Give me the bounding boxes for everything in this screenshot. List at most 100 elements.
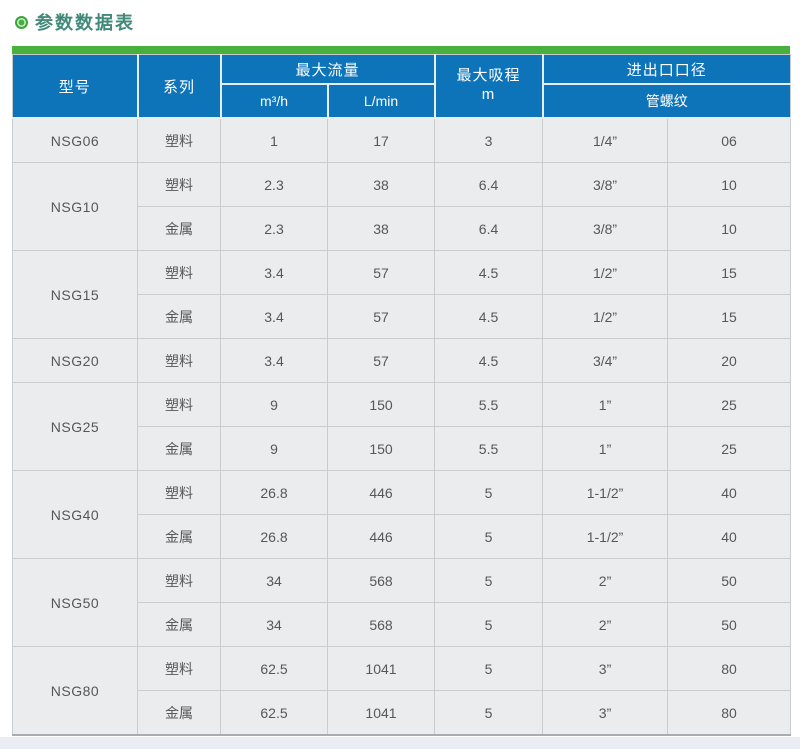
- flow-lmin-cell: 57: [326, 338, 436, 383]
- model-cell: NSG40: [12, 470, 138, 559]
- suction-cell: 6.4: [434, 206, 544, 251]
- flow-m3h-cell: 9: [220, 426, 328, 471]
- header-max-suction-unit: m: [481, 86, 496, 103]
- table-row: NSG10 塑料 2.3 38 6.4 3/8” 10: [12, 162, 792, 251]
- page-title: 参数数据表: [35, 13, 135, 33]
- flow-m3h-cell: 26.8: [220, 514, 328, 559]
- model-cell: NSG06: [12, 117, 138, 163]
- header-row-2: m³/h L/min 管螺纹: [13, 83, 791, 119]
- size-cell: 80: [667, 690, 792, 736]
- suction-cell: 5: [434, 690, 544, 736]
- suction-cell: 5.5: [434, 382, 544, 427]
- table-row: NSG15 塑料 3.4 57 4.5 1/2” 15: [12, 250, 792, 339]
- parameters-table-container: 型号 系列 最大流量 最大吸程 m 进出口口径 m³/h L/min 管螺纹 N…: [12, 46, 792, 736]
- thread-cell: 3/8”: [542, 162, 669, 207]
- thread-cell: 3”: [542, 690, 669, 736]
- header-row-1: 型号 系列 最大流量 最大吸程 m 进出口口径: [12, 54, 791, 119]
- flow-lmin-cell: 150: [326, 382, 436, 427]
- series-cell: 金属: [137, 602, 221, 647]
- flow-lmin-cell: 446: [326, 514, 436, 559]
- suction-cell: 5: [434, 646, 544, 691]
- flow-m3h-cell: 34: [220, 602, 328, 647]
- suction-cell: 5: [434, 514, 544, 559]
- header-max-flow: 最大流量: [219, 54, 436, 85]
- bottom-divider-strip: [0, 737, 800, 749]
- header-port-diameter: 进出口口径: [541, 54, 791, 85]
- table-row: NSG80 塑料 62.5 1041 5 3” 80: [12, 646, 792, 736]
- header-unit-lmin: L/min: [326, 83, 436, 119]
- table-row: NSG06 塑料 1 17 3 1/4” 06: [12, 117, 792, 163]
- suction-cell: 5.5: [434, 426, 544, 471]
- table-top-accent-bar: [12, 46, 790, 54]
- table-row: 金属 62.5 1041 5 3” 80: [13, 690, 792, 736]
- flow-lmin-cell: 57: [326, 250, 436, 295]
- table-row: NSG40 塑料 26.8 446 5 1-1/2” 40: [12, 470, 792, 559]
- suction-cell: 5: [434, 558, 544, 603]
- flow-m3h-cell: 2.3: [220, 206, 328, 251]
- flow-m3h-cell: 3.4: [220, 294, 328, 339]
- flow-m3h-cell: 1: [220, 117, 328, 163]
- thread-cell: 1/2”: [542, 294, 669, 339]
- flow-m3h-cell: 9: [220, 382, 328, 427]
- series-cell: 塑料: [137, 646, 221, 691]
- series-cell: 塑料: [137, 117, 221, 163]
- size-cell: 40: [667, 514, 792, 559]
- parameters-table: 型号 系列 最大流量 最大吸程 m 进出口口径 m³/h L/min 管螺纹 N…: [12, 54, 792, 736]
- flow-lmin-cell: 446: [326, 470, 436, 515]
- size-cell: 10: [667, 206, 792, 251]
- suction-cell: 4.5: [434, 250, 544, 295]
- header-max-suction: 最大吸程 m: [433, 54, 544, 119]
- series-cell: 金属: [137, 294, 221, 339]
- flow-lmin-cell: 57: [326, 294, 436, 339]
- model-cell: NSG25: [12, 382, 138, 471]
- series-cell: 塑料: [137, 250, 221, 295]
- table-body: NSG06 塑料 1 17 3 1/4” 06 NSG10 塑料 2.3 38 …: [12, 117, 792, 736]
- series-cell: 塑料: [137, 382, 221, 427]
- suction-cell: 4.5: [434, 338, 544, 383]
- table-row: 金属 26.8 446 5 1-1/2” 40: [13, 514, 792, 559]
- series-cell: 金属: [137, 514, 221, 559]
- thread-cell: 3/4”: [542, 338, 669, 383]
- flow-m3h-cell: 2.3: [220, 162, 328, 207]
- table-header: 型号 系列 最大流量 最大吸程 m 进出口口径 m³/h L/min 管螺纹: [12, 54, 791, 119]
- section-title-row: 参数数据表: [0, 0, 800, 44]
- flow-m3h-cell: 3.4: [220, 250, 328, 295]
- suction-cell: 6.4: [434, 162, 544, 207]
- size-cell: 40: [667, 470, 792, 515]
- flow-m3h-cell: 62.5: [220, 690, 328, 736]
- suction-cell: 4.5: [434, 294, 544, 339]
- series-cell: 金属: [137, 426, 221, 471]
- model-cell: NSG15: [12, 250, 138, 339]
- bullet-icon: [15, 15, 28, 29]
- table-row: NSG25 塑料 9 150 5.5 1” 25: [12, 382, 792, 471]
- header-model: 型号: [12, 54, 139, 119]
- table-row: NSG50 塑料 34 568 5 2” 50: [12, 558, 792, 647]
- size-cell: 25: [667, 382, 792, 427]
- thread-cell: 2”: [542, 602, 669, 647]
- table-row: 金属 3.4 57 4.5 1/2” 15: [13, 294, 792, 339]
- size-cell: 80: [667, 646, 792, 691]
- thread-cell: 1”: [542, 426, 669, 471]
- suction-cell: 3: [434, 117, 544, 163]
- series-cell: 塑料: [137, 470, 221, 515]
- thread-cell: 2”: [542, 558, 669, 603]
- table-row: 金属 2.3 38 6.4 3/8” 10: [13, 206, 792, 251]
- model-cell: NSG80: [12, 646, 138, 736]
- series-cell: 金属: [137, 690, 221, 736]
- model-cell: NSG10: [12, 162, 138, 251]
- thread-cell: 3”: [542, 646, 669, 691]
- model-cell: NSG20: [12, 338, 138, 383]
- model-cell: NSG50: [12, 558, 138, 647]
- flow-lmin-cell: 1041: [326, 690, 436, 736]
- thread-cell: 1-1/2”: [542, 470, 669, 515]
- thread-cell: 1/2”: [542, 250, 669, 295]
- size-cell: 25: [667, 426, 792, 471]
- suction-cell: 5: [434, 470, 544, 515]
- flow-m3h-cell: 3.4: [220, 338, 328, 383]
- thread-cell: 1”: [542, 382, 669, 427]
- header-pipe-thread: 管螺纹: [541, 83, 791, 119]
- size-cell: 50: [667, 602, 792, 647]
- size-cell: 50: [667, 558, 792, 603]
- flow-lmin-cell: 150: [326, 426, 436, 471]
- size-cell: 06: [667, 117, 792, 163]
